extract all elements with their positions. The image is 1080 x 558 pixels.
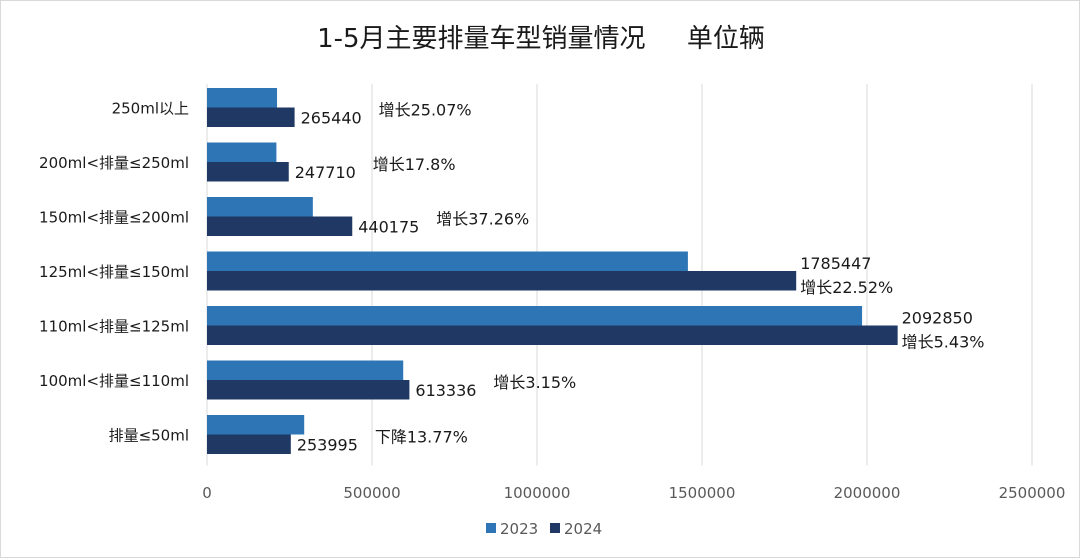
data-label-value: 2092850	[902, 308, 973, 327]
category-label: 150ml<排量≤200ml	[39, 209, 189, 227]
bar-2023	[207, 251, 688, 271]
data-label-change: 下降13.77%	[375, 427, 468, 446]
x-tick-label: 2000000	[834, 484, 901, 502]
x-tick-label: 1500000	[669, 484, 736, 502]
category-label: 110ml<排量≤125ml	[39, 318, 189, 336]
data-label-value: 265440	[301, 108, 362, 127]
data-label-value: 253995	[297, 435, 358, 454]
data-label-value: 613336	[415, 381, 476, 400]
category-labels: 250ml以上 200ml<排量≤250ml 150ml<排量≤200ml 125ml…	[39, 100, 189, 445]
legend-swatch-2024	[550, 523, 560, 533]
bar-2024	[207, 107, 295, 127]
data-label-value: 1785447	[800, 254, 871, 273]
category-label: 125ml<排量≤150ml	[39, 263, 189, 281]
bar-2024	[207, 216, 353, 236]
data-label-value: 440175	[358, 217, 419, 236]
bar-2024	[207, 325, 898, 345]
legend: 2023 2024	[486, 520, 602, 538]
bar-2024	[207, 380, 410, 400]
x-axis-ticks: 0 500000 1000000 1500000 2000000 2500000	[202, 484, 1065, 502]
legend-label-2023: 2023	[500, 520, 538, 538]
bar-2023	[207, 197, 313, 217]
bar-2024	[207, 162, 289, 182]
bar-2023	[207, 142, 277, 162]
data-label-change: 增长17.8%	[373, 155, 456, 174]
data-label-change: 增长25.07%	[379, 100, 472, 119]
category-label: 200ml<排量≤250ml	[39, 154, 189, 172]
x-tick-label: 2500000	[999, 484, 1066, 502]
x-tick-label: 500000	[343, 484, 400, 502]
category-label: 排量≤50ml	[109, 427, 189, 445]
bar-2024	[207, 271, 797, 291]
legend-swatch-2023	[486, 523, 496, 533]
data-label-change: 增长22.52%	[800, 278, 893, 297]
chart-title: 1-5月主要排量车型销量情况 单位辆	[317, 24, 765, 54]
category-label: 250ml以上	[112, 100, 189, 118]
x-tick-label: 1000000	[504, 484, 571, 502]
data-label-change: 增长37.26%	[436, 209, 529, 228]
data-label-value: 247710	[295, 163, 356, 182]
legend-label-2024: 2024	[564, 520, 602, 538]
bar-2023	[207, 415, 305, 435]
bars	[207, 88, 898, 454]
category-label: 100ml<排量≤110ml	[39, 372, 189, 390]
bar-2023	[207, 360, 404, 380]
data-label-change: 增长3.15%	[493, 373, 576, 392]
x-tick-label: 0	[202, 484, 212, 502]
bar-2023	[207, 88, 278, 108]
bar-2024	[207, 434, 291, 454]
data-label-change: 增长5.43%	[902, 332, 985, 351]
data-labels: 265440 增长25.07% 247710 增长17.8% 440175 增长37.26…	[295, 100, 985, 454]
bar-2023	[207, 306, 863, 326]
